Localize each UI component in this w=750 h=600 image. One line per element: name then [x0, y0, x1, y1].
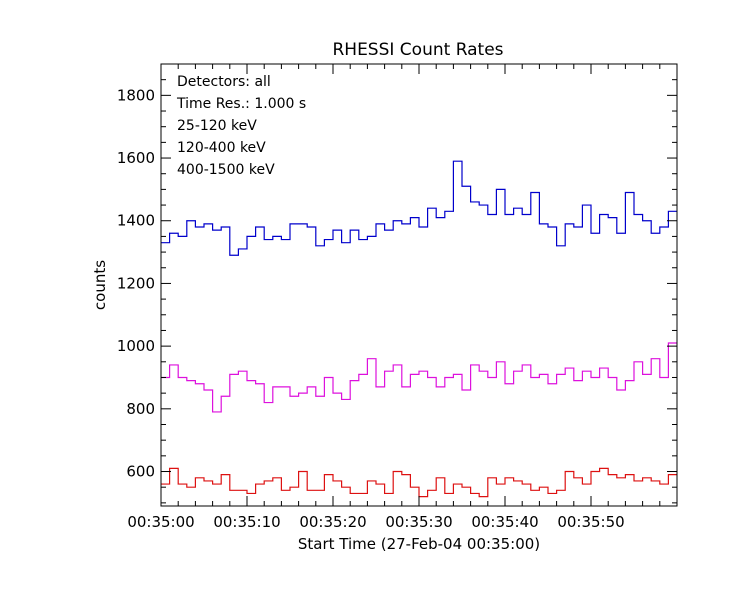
series-line-1: [161, 160, 677, 256]
y-tick-label: 1800: [117, 86, 155, 104]
series-line-3: [161, 467, 677, 498]
series-layer: [161, 160, 677, 498]
legend-label-120-400: 120-400 keV: [177, 140, 266, 156]
x-tick-label: 00:35:20: [299, 513, 366, 531]
tick-layer: [160, 63, 677, 506]
annotation-detectors: Detectors: all: [177, 74, 271, 90]
legend-label-400-1500: 400-1500 keV: [177, 162, 275, 178]
y-tick-label: 800: [126, 400, 155, 418]
x-axis-label: Start Time (27-Feb-04 00:35:00): [298, 535, 540, 553]
series-line-2: [161, 342, 677, 413]
y-tick-label: 1600: [117, 149, 155, 167]
y-tick-label: 1000: [117, 337, 155, 355]
y-axis-label: counts: [91, 260, 109, 310]
x-tick-label: 00:35:00: [127, 513, 194, 531]
x-tick-label: 00:35:30: [385, 513, 452, 531]
y-tick-label: 1200: [117, 274, 155, 292]
y-tick-label: 1400: [117, 212, 155, 230]
x-tick-label: 00:35:50: [557, 513, 624, 531]
plot-area: [160, 63, 678, 507]
chart-title: RHESSI Count Rates: [332, 40, 503, 60]
annotation-time-res: Time Res.: 1.000 s: [176, 96, 306, 112]
x-tick-label: 00:35:10: [213, 513, 280, 531]
x-tick-label: 00:35:40: [471, 513, 538, 531]
legend-label-25-120: 25-120 keV: [177, 118, 257, 134]
y-tick-label: 600: [126, 463, 155, 481]
